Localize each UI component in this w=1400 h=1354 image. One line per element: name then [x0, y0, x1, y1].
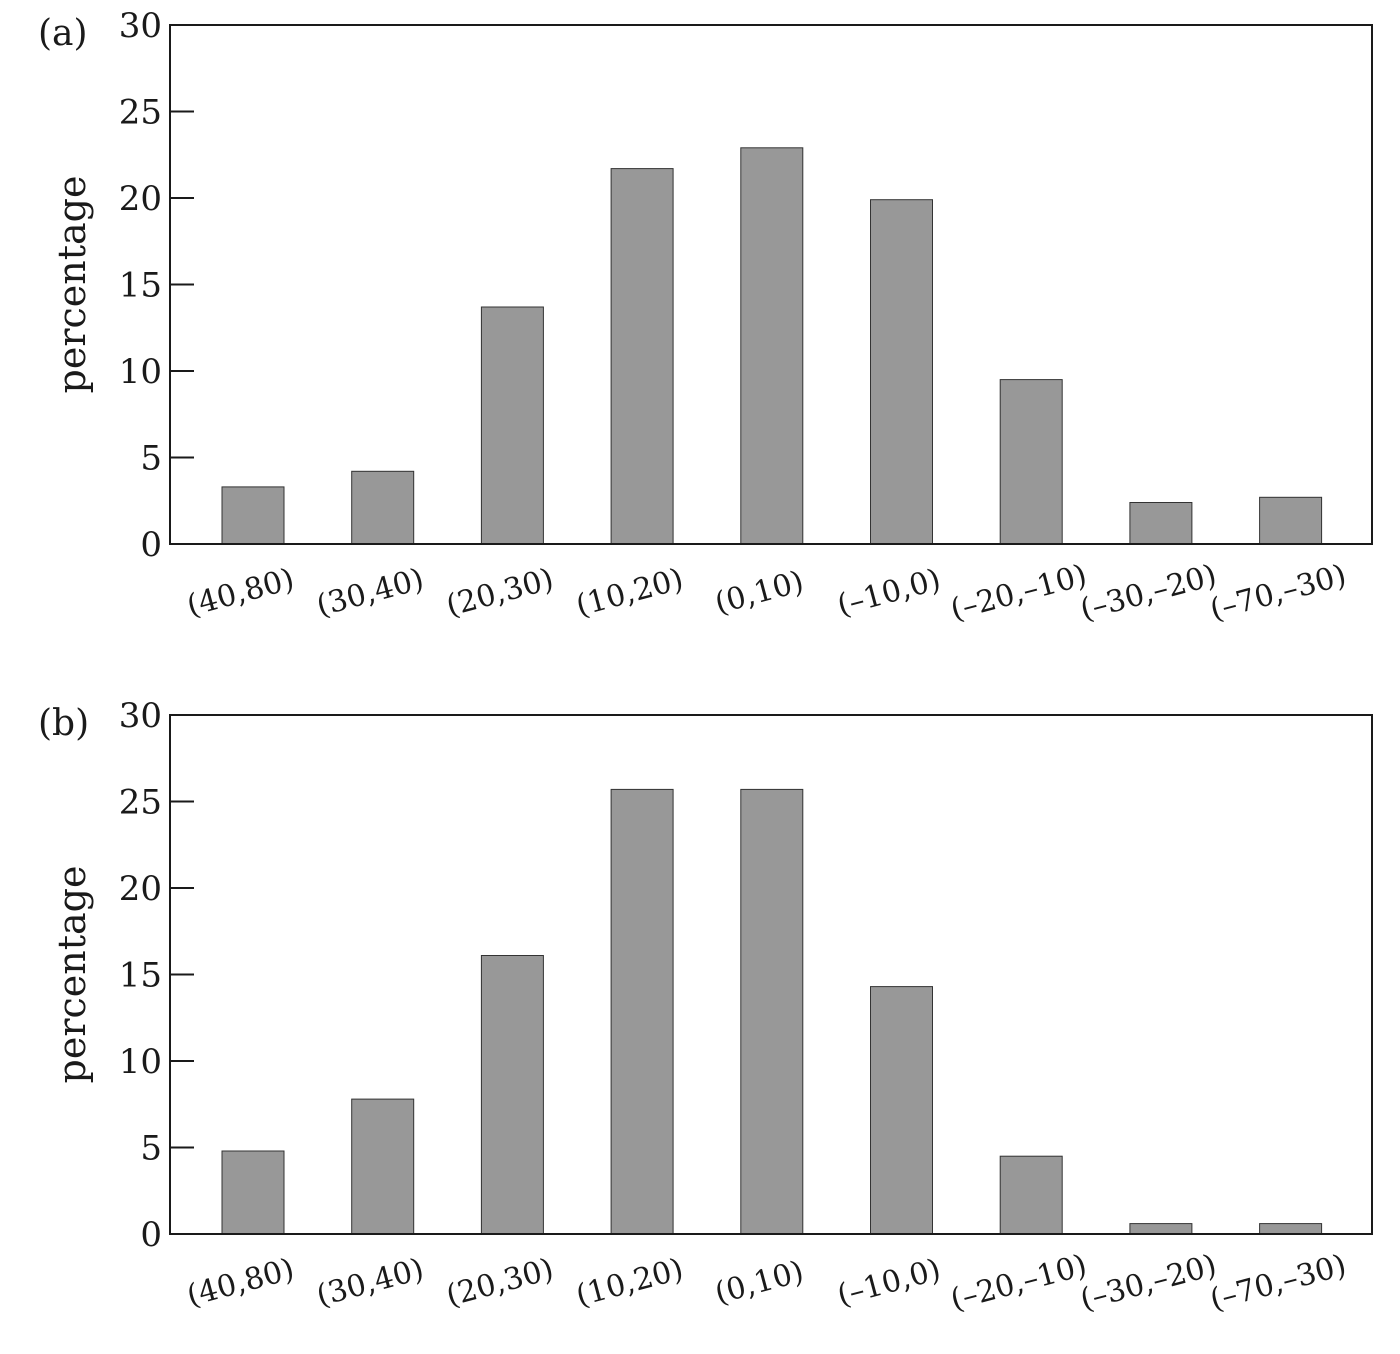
x-category-label: (0,10)	[711, 564, 807, 621]
bar-6	[870, 199, 933, 545]
x-category-label: (–70,–30)	[1206, 558, 1350, 628]
y-tick-label: 25	[119, 93, 162, 133]
bar-8	[1129, 502, 1193, 545]
bar-7	[999, 379, 1063, 545]
y-tick-label: 0	[140, 525, 162, 565]
x-category-label: (–70,–30)	[1206, 1248, 1350, 1318]
y-tick-label: 0	[140, 1215, 162, 1255]
bar-4	[610, 168, 674, 545]
bar-9	[1259, 1223, 1323, 1235]
x-category-label: (10,20)	[572, 1252, 687, 1314]
bar-8	[1129, 1223, 1193, 1235]
y-tick-label: 15	[119, 956, 162, 996]
panel-label: (b)	[38, 703, 89, 744]
x-category-label: (40,80)	[183, 1252, 298, 1314]
bar-3	[480, 955, 544, 1235]
y-tick-label: 10	[119, 352, 162, 392]
y-tick-label: 5	[140, 439, 162, 479]
bar-1	[221, 1150, 285, 1235]
y-tick-label: 5	[140, 1129, 162, 1169]
y-tick-label: 30	[119, 696, 162, 736]
bar-6	[870, 986, 933, 1235]
x-category-label: (–20,–10)	[947, 558, 1091, 628]
bar-2	[351, 470, 415, 545]
y-tick-label: 25	[119, 783, 162, 823]
y-tick-label: 20	[119, 179, 162, 219]
bar-5	[740, 788, 804, 1235]
x-category-label: (0,10)	[711, 1254, 807, 1311]
y-tick-label: 15	[119, 266, 162, 306]
bar-2	[351, 1098, 415, 1235]
bar-5	[740, 147, 804, 545]
bar-7	[999, 1155, 1063, 1235]
x-category-label: (–30,–20)	[1077, 558, 1221, 628]
y-tick-label: 10	[119, 1042, 162, 1082]
y-axis-label: percentage	[50, 176, 94, 394]
x-category-label: (40,80)	[183, 562, 298, 624]
y-tick-label: 30	[119, 6, 162, 46]
x-category-label: (–20,–10)	[947, 1248, 1091, 1318]
x-category-label: (10,20)	[572, 562, 687, 624]
x-category-label: (20,30)	[443, 562, 558, 624]
bar-1	[221, 486, 285, 545]
y-axis-label: percentage	[50, 866, 94, 1084]
bar-9	[1259, 496, 1323, 545]
y-tick-label: 20	[119, 869, 162, 909]
x-category-label: (20,30)	[443, 1252, 558, 1314]
x-category-label: (30,40)	[313, 1252, 428, 1314]
panel-label: (a)	[38, 13, 88, 54]
bar-4	[610, 788, 674, 1235]
x-category-label: (–30,–20)	[1077, 1248, 1221, 1318]
x-category-label: (–10,0)	[834, 562, 945, 623]
bar-3	[480, 306, 544, 545]
x-category-label: (–10,0)	[834, 1252, 945, 1313]
x-category-label: (30,40)	[313, 562, 428, 624]
